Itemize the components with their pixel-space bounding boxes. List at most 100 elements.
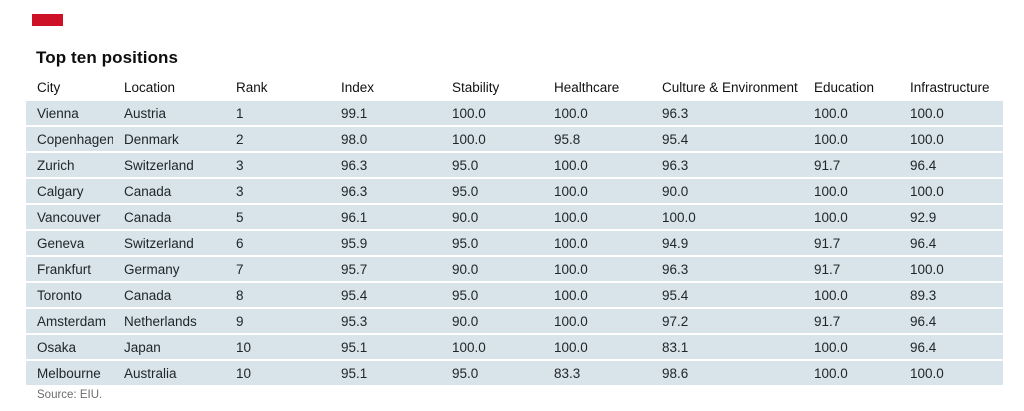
cell-culture-environment: 95.4 [651, 127, 803, 151]
column-header-stability: Stability [441, 78, 543, 99]
cell-stability: 95.0 [441, 231, 543, 255]
cell-healthcare: 100.0 [543, 101, 651, 125]
table-row: Osaka Japan 10 95.1 100.0 100.0 83.1 100.0 96.4 [26, 335, 1003, 359]
cell-stability: 100.0 [441, 127, 543, 151]
cell-index: 96.1 [330, 205, 441, 229]
cell-city: Frankfurt [26, 257, 113, 281]
cell-healthcare: 100.0 [543, 283, 651, 307]
table-row: Calgary Canada 3 96.3 95.0 100.0 90.0 100.0 100.… [26, 179, 1003, 203]
cell-rank: 8 [225, 283, 330, 307]
liveability-table: City Location Rank Index Stability Healthcare… [26, 76, 1003, 387]
cell-culture-environment: 96.3 [651, 153, 803, 177]
cell-stability: 90.0 [441, 205, 543, 229]
cell-education: 91.7 [803, 231, 899, 255]
cell-city: Geneva [26, 231, 113, 255]
cell-rank: 10 [225, 361, 330, 385]
cell-city: Osaka [26, 335, 113, 359]
cell-stability: 95.0 [441, 361, 543, 385]
table-row: Copenhagen Denmark 2 98.0 100.0 95.8 95.4 100.0… [26, 127, 1003, 151]
brand-red-tab [32, 14, 63, 26]
table-row: Toronto Canada 8 95.4 95.0 100.0 95.4 100.0 89.3 [26, 283, 1003, 307]
cell-city: Copenhagen [26, 127, 113, 151]
cell-education: 100.0 [803, 101, 899, 125]
cell-index: 95.3 [330, 309, 441, 333]
column-header-education: Education [803, 78, 899, 99]
cell-culture-environment: 98.6 [651, 361, 803, 385]
cell-index: 95.7 [330, 257, 441, 281]
cell-healthcare: 100.0 [543, 179, 651, 203]
source-note: Source: EIU. [37, 389, 103, 401]
cell-infrastructure: 100.0 [899, 257, 1003, 281]
cell-rank: 5 [225, 205, 330, 229]
cell-infrastructure: 96.4 [899, 153, 1003, 177]
cell-rank: 7 [225, 257, 330, 281]
cell-rank: 2 [225, 127, 330, 151]
cell-city: Melbourne [26, 361, 113, 385]
table-row: Frankfurt Germany 7 95.7 90.0 100.0 96.3 91.7 10… [26, 257, 1003, 281]
cell-rank: 3 [225, 153, 330, 177]
cell-index: 95.9 [330, 231, 441, 255]
cell-infrastructure: 89.3 [899, 283, 1003, 307]
cell-city: Vienna [26, 101, 113, 125]
column-header-index: Index [330, 78, 441, 99]
cell-city: Amsterdam [26, 309, 113, 333]
cell-healthcare: 100.0 [543, 257, 651, 281]
table-row: Vienna Austria 1 99.1 100.0 100.0 96.3 100.0 100… [26, 101, 1003, 125]
cell-healthcare: 100.0 [543, 205, 651, 229]
cell-education: 100.0 [803, 179, 899, 203]
cell-rank: 6 [225, 231, 330, 255]
cell-education: 100.0 [803, 127, 899, 151]
cell-city: Zurich [26, 153, 113, 177]
cell-education: 91.7 [803, 309, 899, 333]
cell-stability: 95.0 [441, 179, 543, 203]
cell-stability: 90.0 [441, 309, 543, 333]
cell-stability: 100.0 [441, 335, 543, 359]
cell-index: 99.1 [330, 101, 441, 125]
cell-index: 95.1 [330, 335, 441, 359]
cell-healthcare: 100.0 [543, 231, 651, 255]
cell-education: 100.0 [803, 335, 899, 359]
table-row: Melbourne Australia 10 95.1 95.0 83.3 98.6 100.… [26, 361, 1003, 385]
cell-stability: 90.0 [441, 257, 543, 281]
cell-infrastructure: 92.9 [899, 205, 1003, 229]
table-row: Vancouver Canada 5 96.1 90.0 100.0 100.0 100.0 9… [26, 205, 1003, 229]
cell-rank: 1 [225, 101, 330, 125]
cell-location: Canada [113, 179, 225, 203]
cell-city: Toronto [26, 283, 113, 307]
cell-infrastructure: 96.4 [899, 309, 1003, 333]
cell-education: 91.7 [803, 257, 899, 281]
cell-education: 91.7 [803, 153, 899, 177]
cell-education: 100.0 [803, 205, 899, 229]
table-row: Geneva Switzerland 6 95.9 95.0 100.0 94.9 91.7 9… [26, 231, 1003, 255]
table-header-row: City Location Rank Index Stability Healthcare… [26, 78, 1003, 99]
cell-index: 96.3 [330, 179, 441, 203]
cell-culture-environment: 83.1 [651, 335, 803, 359]
cell-infrastructure: 100.0 [899, 361, 1003, 385]
column-header-rank: Rank [225, 78, 330, 99]
cell-location: Germany [113, 257, 225, 281]
cell-healthcare: 100.0 [543, 153, 651, 177]
table-row: Amsterdam Netherlands 9 95.3 90.0 100.0 97.2 91… [26, 309, 1003, 333]
cell-location: Switzerland [113, 231, 225, 255]
cell-infrastructure: 96.4 [899, 335, 1003, 359]
column-header-city: City [26, 78, 113, 99]
table-body: Vienna Austria 1 99.1 100.0 100.0 96.3 100.0 100… [26, 101, 1003, 385]
cell-infrastructure: 100.0 [899, 101, 1003, 125]
cell-city: Vancouver [26, 205, 113, 229]
cell-location: Switzerland [113, 153, 225, 177]
cell-healthcare: 100.0 [543, 309, 651, 333]
cell-stability: 95.0 [441, 283, 543, 307]
chart-title: Top ten positions [36, 48, 179, 67]
cell-location: Denmark [113, 127, 225, 151]
cell-healthcare: 100.0 [543, 335, 651, 359]
cell-healthcare: 83.3 [543, 361, 651, 385]
cell-location: Canada [113, 283, 225, 307]
cell-rank: 9 [225, 309, 330, 333]
cell-culture-environment: 96.3 [651, 101, 803, 125]
cell-infrastructure: 100.0 [899, 179, 1003, 203]
cell-culture-environment: 96.3 [651, 257, 803, 281]
cell-index: 95.1 [330, 361, 441, 385]
column-header-healthcare: Healthcare [543, 78, 651, 99]
cell-education: 100.0 [803, 361, 899, 385]
